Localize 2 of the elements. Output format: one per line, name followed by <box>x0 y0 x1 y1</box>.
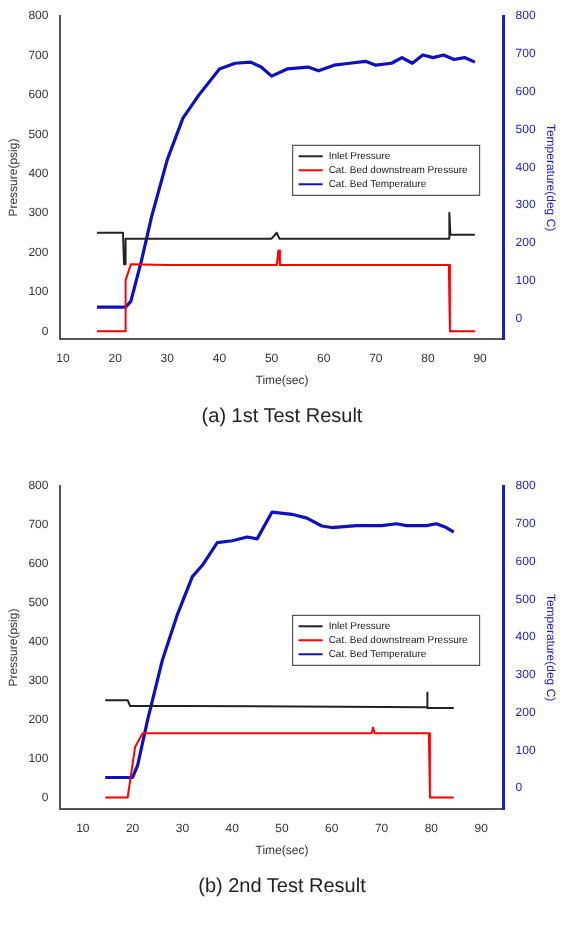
text: (b) 2nd Test Result <box>196 876 368 898</box>
text: (a) 1st Test Result <box>199 406 365 428</box>
